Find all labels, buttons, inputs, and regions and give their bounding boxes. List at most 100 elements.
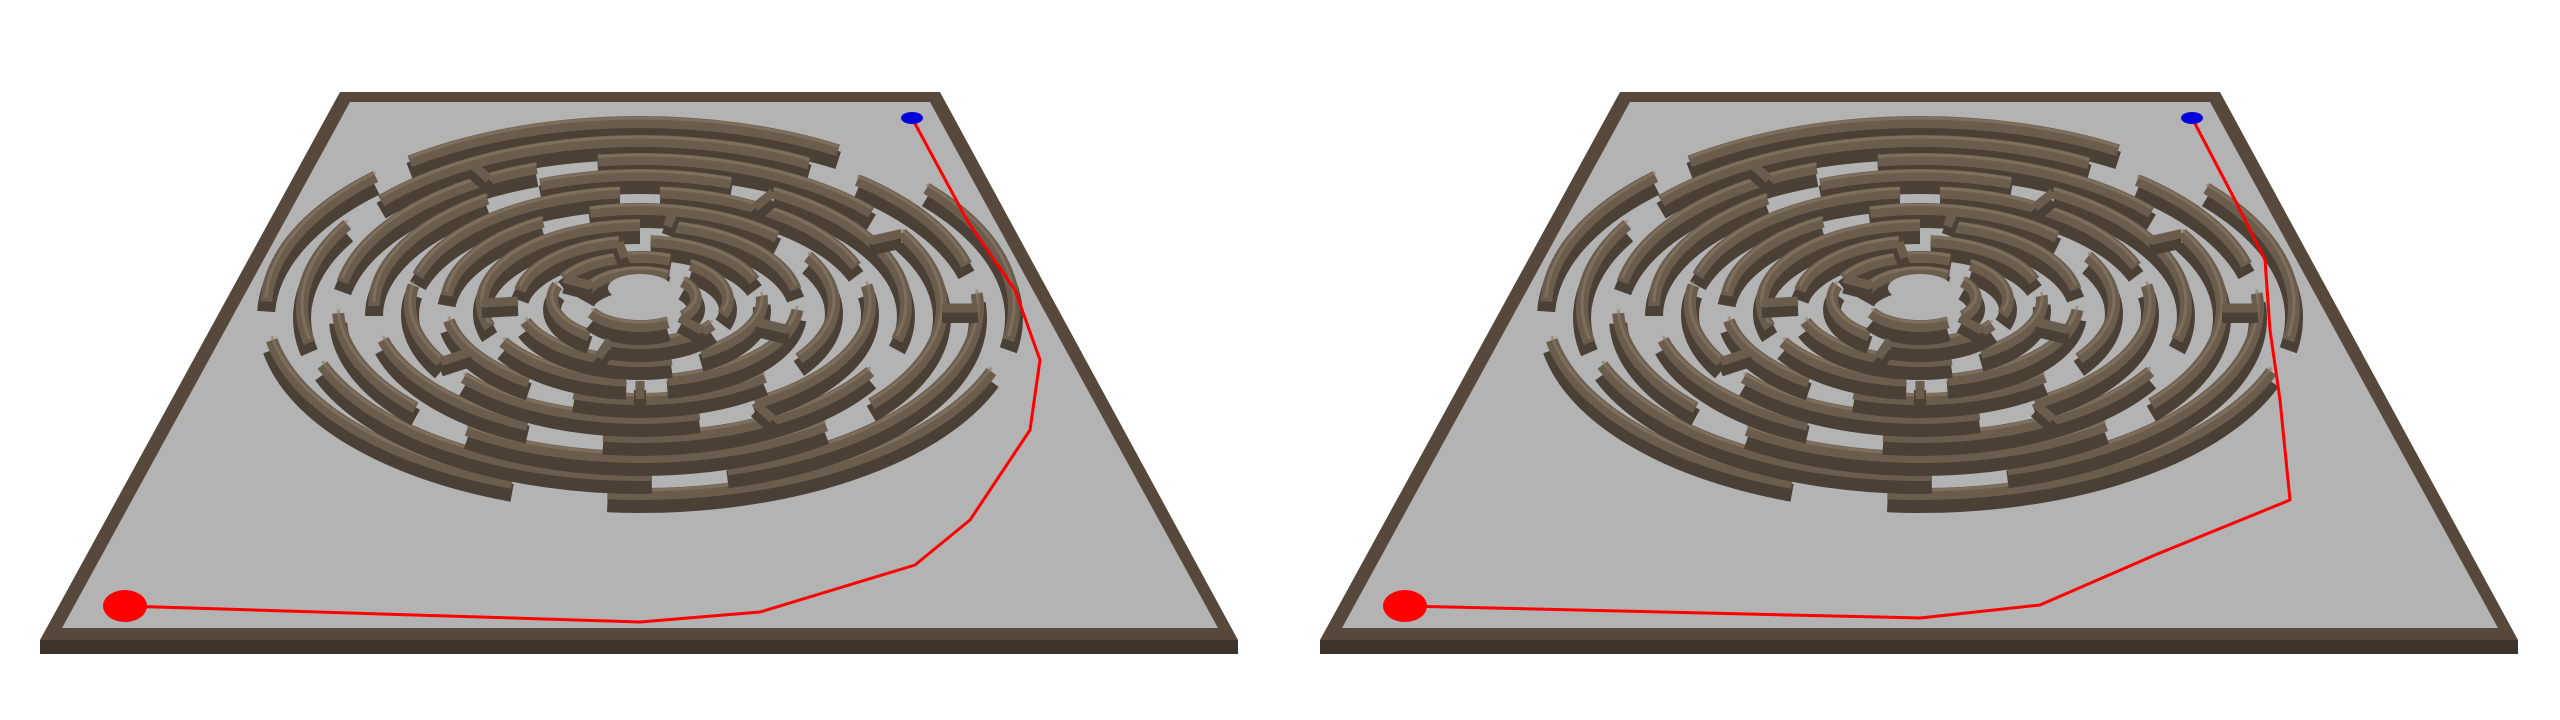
maze-wall [266, 338, 514, 489]
maze-wall-highlight [2205, 183, 2296, 337]
maze-radial-wall [481, 296, 519, 308]
maze-center [608, 274, 672, 302]
maze-panel-right [1280, 0, 2560, 720]
maze-wall-highlight [1970, 259, 2010, 312]
maze-radial-wall-side [2033, 324, 2070, 345]
maze-radial-wall-side [2031, 196, 2057, 221]
maze-wall-highlight [372, 193, 488, 303]
maze-wall [589, 203, 780, 243]
maze-radial-wall [614, 240, 629, 260]
maze-radial-wall [1957, 314, 1985, 335]
maze-center [1888, 274, 1952, 302]
maze-wall-highlight [1820, 169, 2012, 182]
maze-radial-wall-side [1873, 346, 1895, 370]
maze-wall-highlight [1621, 162, 1817, 279]
maze-wall [443, 318, 531, 388]
maze-wall-side [484, 226, 641, 292]
maze-wall-highlight [667, 305, 799, 378]
maze-radial-wall [663, 208, 678, 228]
maze-wall-highlight [2034, 280, 2152, 401]
maze-border-front [40, 640, 1238, 654]
maze-wall [1867, 307, 1950, 333]
maze-radial-wall-side [481, 304, 519, 318]
maze-radial-wall [468, 159, 492, 183]
maze-radial-wall-side [676, 321, 706, 345]
maze-wall [2135, 174, 2252, 268]
maze-wall-side [497, 345, 627, 400]
maze-radial-wall [1761, 296, 1799, 308]
maze-wall-side [1777, 345, 1907, 400]
maze-wall [1839, 251, 1952, 284]
maze-wall [440, 215, 545, 297]
maze-wall-highlight [518, 236, 619, 288]
maze-walls [1537, 116, 2303, 514]
maze-wall-side [1888, 327, 1998, 363]
maze-wall-highlight [1727, 315, 1810, 380]
maze-wall-highlight [1770, 219, 1921, 274]
maze-wall [855, 174, 972, 268]
maze-wall [1930, 235, 2040, 285]
maze-wall-highlight [336, 309, 417, 406]
maze-wall-highlight [1660, 135, 2090, 198]
maze-wall [672, 220, 802, 292]
maze-radial-wall-side [438, 354, 474, 377]
maze-radial-wall [869, 229, 903, 245]
maze-wall-highlight [1688, 280, 1722, 359]
maze-wall-side [406, 123, 841, 180]
maze-wall [336, 162, 538, 285]
maze-wall-highlight [682, 276, 698, 314]
maze-wall-highlight [659, 186, 858, 264]
maze-wall-highlight [416, 186, 621, 273]
maze-wall [1657, 336, 1809, 431]
maze-wall-highlight [1952, 221, 2078, 287]
maze-border-front [1320, 640, 2518, 654]
maze-wall-side [1689, 193, 1901, 291]
maze-wall-highlight [925, 183, 1016, 337]
maze-wall [1968, 259, 2014, 319]
maze-radial-wall [2031, 399, 2057, 423]
maze-wall-highlight [341, 162, 537, 279]
maze-wall-side [409, 193, 621, 291]
maze-wall-highlight [1725, 216, 1824, 292]
maze-wall-side [1818, 175, 2013, 204]
maze-wall-side [1852, 378, 2049, 419]
maze-wall [1546, 338, 1794, 489]
maze-wall [607, 368, 997, 501]
maze-wall [377, 336, 529, 431]
maze-wall [559, 251, 672, 284]
maze-wall [412, 186, 621, 279]
maze-wall-side [459, 379, 701, 437]
maze-wall-side [602, 374, 877, 456]
maze-wall-highlight [408, 280, 442, 359]
goal-marker [2181, 112, 2203, 124]
maze-wall [464, 419, 829, 464]
maze-radial-wall-side [1956, 321, 1986, 345]
maze-wall-side [1764, 226, 1921, 292]
maze-wall-highlight [597, 153, 873, 210]
maze-wall [666, 308, 804, 386]
maze-wall-side [1595, 369, 1932, 494]
start-marker [103, 590, 147, 622]
maze-wall [378, 135, 811, 206]
maze-radial-wall-side [1761, 304, 1799, 318]
maze-radial-wall [1874, 337, 1894, 360]
maze-radial-wall-side [593, 346, 615, 370]
maze-wall [1952, 220, 2082, 292]
maze-radial-wall [439, 347, 474, 366]
maze-wall-highlight [2150, 228, 2224, 402]
maze-wall-side [585, 315, 671, 346]
maze-wall [1687, 116, 2120, 167]
maze-wall-side [518, 325, 673, 380]
maze-wall-side [1798, 325, 1953, 380]
solution-path [124, 117, 1042, 624]
maze-wall [1794, 235, 1900, 293]
maze-wall [407, 116, 840, 167]
maze-wall [587, 307, 670, 333]
maze-wall-side [1868, 210, 2062, 255]
maze-wall-highlight [650, 235, 756, 278]
maze-wall-highlight [490, 219, 641, 274]
maze-wall [597, 153, 875, 218]
maze-wall [1779, 337, 1907, 387]
maze-wall-highlight [1947, 305, 2079, 378]
maze-wall-highlight [1830, 280, 1870, 333]
